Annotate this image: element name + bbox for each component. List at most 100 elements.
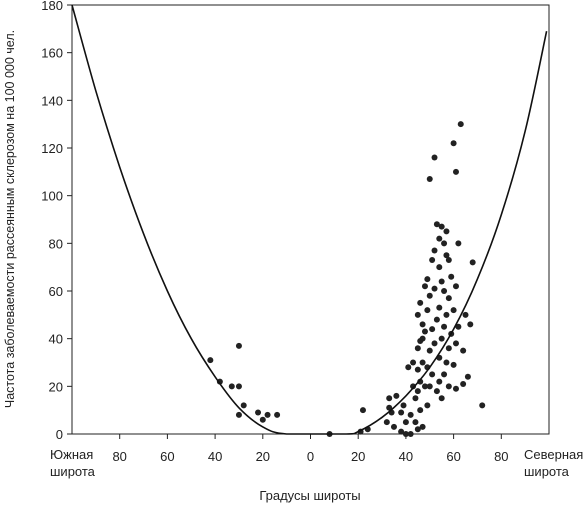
data-point [431,247,438,254]
x-axis-right-end-label: Северная широта [524,447,585,479]
data-point [419,335,426,342]
data-point [421,328,428,335]
data-point [419,423,426,430]
data-point [412,395,419,402]
data-point [441,371,448,378]
data-point [443,228,450,235]
y-tick-label: 20 [49,379,63,394]
data-point [240,402,247,409]
data-point [255,409,262,416]
trend-curve [71,4,548,435]
data-point [386,395,393,402]
y-tick-label: 80 [49,236,63,251]
x-tick-label: 60 [446,449,460,464]
data-point [414,426,421,433]
y-tick-label: 0 [56,427,63,442]
data-point [235,411,242,418]
data-point [421,383,428,390]
data-point [274,411,281,418]
x-tick-label: 0 [307,449,314,464]
data-point [445,295,452,302]
y-tick-label: 180 [41,0,63,13]
x-axis-left-end-label-line-2: широта [50,464,96,479]
data-point [235,383,242,390]
data-point [386,404,393,411]
data-point [359,407,366,414]
data-point [462,311,469,318]
data-point [450,361,457,368]
x-axis: 80 60 40 20 0 20 40 60 80 [112,434,509,464]
data-point [228,383,235,390]
data-point [431,340,438,347]
x-axis-right-end-label-line-2: широта [524,464,570,479]
data-point [443,311,450,318]
y-tick-label: 140 [41,93,63,108]
x-tick-label: 20 [256,449,270,464]
data-point [414,311,421,318]
data-point [383,419,390,426]
data-point [419,359,426,366]
data-point [464,373,471,380]
y-tick-label: 120 [41,141,63,156]
y-axis-label: Частота заболеваемости рассеянным склеро… [3,30,17,408]
data-point [398,409,405,416]
data-point [429,371,436,378]
data-point [414,345,421,352]
data-point [426,175,433,182]
data-point [421,283,428,290]
x-tick-label: 60 [160,449,174,464]
x-tick-label: 40 [399,449,413,464]
data-point [426,292,433,299]
data-point [455,240,462,247]
y-axis: 0 20 40 60 80 100 120 140 160 180 [41,0,72,442]
data-point [438,223,445,230]
data-point [216,378,223,385]
data-point [452,283,459,290]
y-tick-label: 100 [41,189,63,204]
data-point [433,388,440,395]
data-point [445,345,452,352]
data-point [433,316,440,323]
data-point [426,347,433,354]
x-axis-left-end-label: Южная широта [50,447,97,479]
series-layer [71,4,548,437]
data-point [417,378,424,385]
data-point [414,366,421,373]
data-point [429,257,436,264]
data-point [417,299,424,306]
data-point [424,307,431,314]
data-point [431,285,438,292]
data-point [479,402,486,409]
data-point [441,240,448,247]
data-point [452,385,459,392]
data-point [407,411,414,418]
data-point [445,383,452,390]
data-point [441,323,448,330]
data-point [207,357,214,364]
data-point [424,402,431,409]
data-point [426,383,433,390]
x-axis-left-end-label-line-1: Южная [50,447,93,462]
data-point [452,340,459,347]
data-point [450,307,457,314]
data-point [438,278,445,285]
data-point [393,392,400,399]
data-point [431,154,438,161]
data-point [441,288,448,294]
data-point [469,259,476,266]
data-point [433,221,440,228]
data-point [448,273,455,280]
data-point [424,276,431,283]
data-point [443,359,450,366]
data-point [436,304,443,311]
y-tick-label: 160 [41,46,63,61]
data-point [412,419,419,426]
data-point [259,416,266,423]
data-point [402,419,409,426]
data-point [400,402,407,409]
data-point [436,264,443,271]
data-point [436,378,443,385]
x-axis-right-end-label-line-1: Северная [524,447,583,462]
data-point [264,411,271,418]
